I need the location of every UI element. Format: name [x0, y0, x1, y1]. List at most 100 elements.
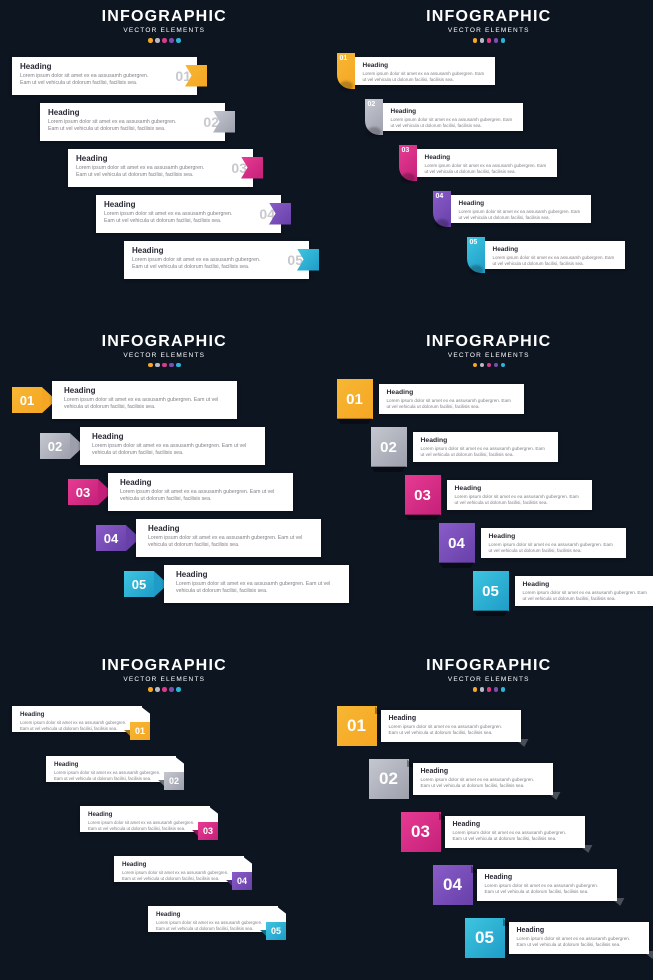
dot: [155, 363, 160, 368]
info-card: Heading Lorem ipsum dolor sit amet ex ea …: [417, 149, 557, 177]
card-heading: Heading: [523, 581, 652, 588]
subtitle: VECTOR ELEMENTS: [337, 352, 642, 359]
card-heading: Heading: [20, 62, 155, 71]
step-number: 03: [401, 812, 441, 852]
info-card: HeadingLorem ipsum dolor sit amet ex ea …: [80, 427, 265, 465]
card-body: Lorem ipsum dolor sit amet ex ea assusam…: [156, 920, 270, 932]
card-body: Lorem ipsum dolor sit amet ex ea assusam…: [88, 820, 202, 832]
color-dots: [337, 687, 642, 692]
color-dots: [12, 363, 317, 368]
info-row: 01HeadingLorem ipsum dolor sit amet ex e…: [337, 381, 642, 417]
card-body: Lorem ipsum dolor sit amet ex ea assusam…: [389, 724, 513, 736]
info-card: HeadingLorem ipsum dolor sit amet ex ea …: [515, 576, 653, 606]
card-body: Lorem ipsum dolor sit amet ex ea assusam…: [387, 398, 516, 410]
info-row: 04HeadingLorem ipsum dolor sit amet ex e…: [96, 519, 317, 557]
card-heading: Heading: [493, 246, 617, 253]
card-body: Lorem ipsum dolor sit amet ex ea assusam…: [453, 830, 577, 842]
info-card: HeadingLorem ipsum dolor sit amet ex ea …: [509, 922, 649, 954]
dot: [148, 38, 153, 43]
info-card: HeadingLorem ipsum dolor sit amet ex ea …: [379, 384, 524, 414]
card-body: Lorem ipsum dolor sit amet ex ea assusam…: [485, 883, 609, 895]
dot: [494, 38, 499, 43]
card-heading: Heading: [104, 200, 239, 209]
color-dots: [12, 38, 317, 43]
info-card: HeadingLorem ipsum dolor sit amet ex ea …: [12, 706, 142, 732]
card-heading: Heading: [48, 108, 183, 117]
dot: [480, 363, 485, 368]
step-number: 05: [266, 922, 286, 940]
infographic-panel-E: INFOGRAPHICVECTOR ELEMENTS Heading Lorem i…: [12, 657, 317, 972]
info-card: HeadingLorem ipsum dolor sit amet ex ea …: [383, 103, 523, 131]
dot: [176, 38, 181, 43]
card-heading: Heading: [453, 821, 577, 828]
dot: [162, 363, 167, 368]
info-card: HeadingLorem ipsum dolor sit amet ex ea …: [108, 473, 293, 511]
card-heading: Heading: [20, 711, 134, 718]
card-body: Lorem ipsum dolor sit amet ex ea assusam…: [421, 777, 545, 789]
info-row: HeadingLorem ipsum dolor sit amet ex ea …: [12, 706, 317, 736]
step-number: 03: [198, 822, 218, 840]
dot: [487, 687, 492, 692]
info-row: 01HeadingLorem ipsum dolor sit amet ex e…: [337, 706, 642, 746]
dot: [487, 363, 492, 368]
info-card: HeadingLorem ipsum dolor sit amet ex ea …: [40, 103, 225, 141]
dot: [176, 363, 181, 368]
info-card: HeadingLorem ipsum dolor sit amet ex ea …: [413, 432, 558, 462]
card-heading: Heading: [64, 386, 229, 395]
step-number: 03: [68, 479, 98, 505]
dot: [148, 363, 153, 368]
dot: [501, 38, 506, 43]
card-heading: Heading: [421, 437, 550, 444]
subtitle: VECTOR ELEMENTS: [12, 27, 317, 34]
card-body: Lorem ipsum dolor sit amet ex ea assusam…: [425, 163, 549, 175]
card-body: Lorem ipsum dolor sit amet ex ea assusam…: [20, 73, 155, 87]
card-heading: Heading: [425, 154, 549, 161]
card-body: Lorem ipsum dolor sit amet ex ea assusam…: [459, 209, 583, 221]
dot: [473, 687, 478, 692]
info-card: HeadingLorem ipsum dolor sit amet ex ea …: [481, 528, 626, 558]
info-row: 02HeadingLorem ipsum dolor sit amet ex e…: [371, 429, 642, 465]
info-card: HeadingLorem ipsum dolor sit amet ex ea …: [413, 763, 553, 795]
title: INFOGRAPHIC: [12, 8, 317, 26]
info-card: HeadingLorem ipsum dolor sit amet ex ea …: [80, 806, 210, 832]
step-number: 03: [402, 147, 410, 154]
step-number: 01: [12, 387, 42, 413]
dot: [162, 38, 167, 43]
info-row: 01 Heading Lorem ipsum dolor sit amet ex e…: [12, 381, 317, 419]
info-row: 02HeadingLorem ipsum dolor sit amet ex e…: [369, 759, 642, 799]
card-body: Lorem ipsum dolor sit amet ex ea assusam…: [122, 870, 236, 882]
info-row: 05HeadingLorem ipsum dolor sit amet ex e…: [473, 573, 642, 609]
infographic-panel-A: INFOGRAPHICVECTOR ELEMENTS Heading Lorem i…: [12, 8, 317, 323]
info-card: Heading Lorem ipsum dolor sit amet ex ea …: [12, 57, 197, 95]
infographic-panel-D: INFOGRAPHICVECTOR ELEMENTS01HeadingLorem…: [337, 333, 642, 648]
dot: [155, 38, 160, 43]
card-heading: Heading: [517, 927, 641, 934]
info-row: 05HeadingLorem ipsum dolor sit amet ex e…: [465, 918, 642, 958]
infographic-panel-F: INFOGRAPHICVECTOR ELEMENTS01HeadingLorem…: [337, 657, 642, 972]
step-number: 05: [465, 918, 505, 958]
card-heading: Heading: [122, 861, 236, 868]
info-row: HeadingLorem ipsum dolor sit amet ex ea …: [148, 906, 317, 936]
panel-header: INFOGRAPHICVECTOR ELEMENTS: [12, 657, 317, 692]
step-number: 04: [436, 193, 444, 200]
step-number: 04: [96, 525, 126, 551]
step-number: 05: [124, 571, 154, 597]
step-number: 05: [473, 571, 509, 611]
card-body: Lorem ipsum dolor sit amet ex ea assusam…: [64, 397, 229, 411]
card-heading: Heading: [148, 524, 313, 533]
dot: [501, 687, 506, 692]
dot: [473, 38, 478, 43]
dot: [494, 363, 499, 368]
card-body: Lorem ipsum dolor sit amet ex ea assusam…: [92, 443, 257, 457]
color-dots: [337, 38, 642, 43]
step-number: 01: [337, 706, 377, 746]
dot: [162, 687, 167, 692]
info-card: Heading Lorem ipsum dolor sit amet ex ea …: [114, 856, 244, 882]
card-body: Lorem ipsum dolor sit amet ex ea assusam…: [76, 165, 211, 179]
step-number: 02: [368, 101, 376, 108]
info-row: HeadingLorem ipsum dolor sit amet ex ea …: [46, 756, 317, 786]
card-body: Lorem ipsum dolor sit amet ex ea assusam…: [104, 211, 239, 225]
info-card: HeadingLorem ipsum dolor sit amet ex ea …: [136, 519, 321, 557]
card-heading: Heading: [459, 200, 583, 207]
panel-header: INFOGRAPHICVECTOR ELEMENTS: [12, 8, 317, 43]
